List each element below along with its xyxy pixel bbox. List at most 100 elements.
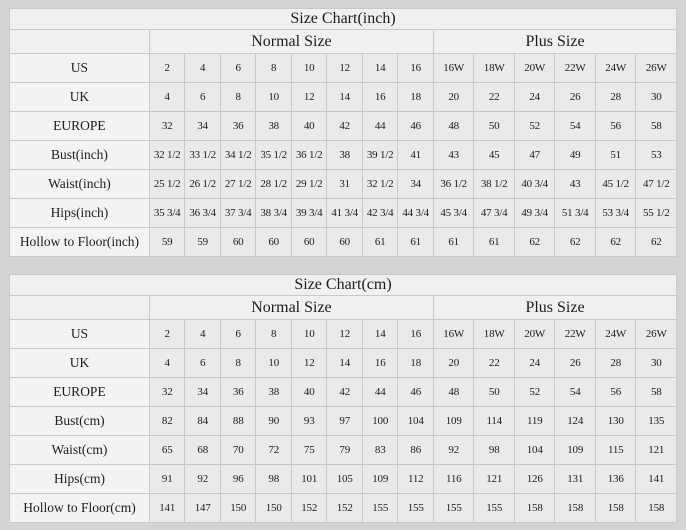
- size-value: 158: [635, 493, 678, 523]
- size-value: 10: [290, 319, 328, 349]
- size-value: 45 3/4: [432, 198, 475, 228]
- row-label: UK: [8, 82, 150, 112]
- size-value: 155: [432, 493, 475, 523]
- table-row: UK 4 6 8 10 12 14 16 18 20 22 24 26 28 30: [8, 348, 678, 378]
- size-value: 90: [255, 406, 292, 436]
- size-value: 112: [397, 464, 434, 494]
- row-label: US: [8, 319, 150, 349]
- size-value: 18W: [473, 53, 515, 83]
- size-value: 104: [513, 435, 556, 465]
- size-value: 60: [255, 227, 292, 257]
- column-group-row: Normal Size Plus Size: [8, 295, 678, 320]
- size-value: 40 3/4: [513, 169, 556, 199]
- size-value: 58: [635, 377, 678, 407]
- size-value: 84: [184, 406, 221, 436]
- table-row: Waist(inch) 25 1/2 26 1/2 27 1/2 28 1/2 29 1/…: [8, 169, 678, 199]
- size-value: 20W: [513, 53, 556, 83]
- size-value: 38: [255, 111, 292, 141]
- table-title: Size Chart(inch): [8, 8, 678, 30]
- size-value: 51 3/4: [554, 198, 596, 228]
- size-value: 141: [635, 464, 678, 494]
- size-value: 45 1/2: [594, 169, 637, 199]
- size-value: 121: [635, 435, 678, 465]
- size-value: 150: [255, 493, 292, 523]
- size-value: 38 1/2: [473, 169, 515, 199]
- size-value: 12: [290, 348, 328, 378]
- size-value: 53: [635, 140, 678, 170]
- size-value: 114: [473, 406, 515, 436]
- size-value: 109: [554, 435, 596, 465]
- size-value: 6: [219, 53, 257, 83]
- size-value: 38 3/4: [255, 198, 292, 228]
- size-value: 141: [148, 493, 186, 523]
- size-value: 48: [432, 111, 475, 141]
- size-value: 12: [290, 82, 328, 112]
- size-value: 37 3/4: [219, 198, 257, 228]
- size-value: 33 1/2: [184, 140, 221, 170]
- size-value: 98: [255, 464, 292, 494]
- table-row: Bust(cm) 82 84 88 90 93 97 100 104 109 114 119 124 13…: [8, 406, 678, 436]
- size-value: 47 1/2: [635, 169, 678, 199]
- size-value: 27 1/2: [219, 169, 257, 199]
- size-value: 93: [290, 406, 328, 436]
- size-value: 28: [594, 82, 637, 112]
- size-value: 35 3/4: [148, 198, 186, 228]
- size-value: 8: [219, 348, 257, 378]
- size-value: 82: [148, 406, 186, 436]
- size-value: 28 1/2: [255, 169, 292, 199]
- size-value: 40: [290, 111, 328, 141]
- size-value: 65: [148, 435, 186, 465]
- group-header-plus-size: Plus Size: [432, 295, 678, 320]
- size-value: 22: [473, 348, 515, 378]
- size-value: 136: [594, 464, 637, 494]
- size-value: 32 1/2: [361, 169, 399, 199]
- size-value: 18W: [473, 319, 515, 349]
- size-value: 34: [184, 377, 221, 407]
- size-value: 28: [594, 348, 637, 378]
- size-value: 119: [513, 406, 556, 436]
- size-value: 60: [290, 227, 328, 257]
- size-value: 26W: [635, 319, 678, 349]
- table-row: US 2 4 6 8 10 12 14 16 16W 18W 20W 22W 24W 26W: [8, 319, 678, 349]
- size-value: 47 3/4: [473, 198, 515, 228]
- size-value: 49: [554, 140, 596, 170]
- size-value: 60: [326, 227, 363, 257]
- size-value: 91: [148, 464, 186, 494]
- size-value: 72: [255, 435, 292, 465]
- size-value: 18: [397, 348, 434, 378]
- size-value: 58: [635, 111, 678, 141]
- row-label: Bust(inch): [8, 140, 150, 170]
- size-value: 62: [554, 227, 596, 257]
- size-value: 52: [513, 111, 556, 141]
- size-value: 36: [219, 377, 257, 407]
- size-value: 60: [219, 227, 257, 257]
- row-label: EUROPE: [8, 111, 150, 141]
- size-value: 14: [326, 348, 363, 378]
- size-value: 22W: [554, 319, 596, 349]
- size-value: 35 1/2: [255, 140, 292, 170]
- size-value: 101: [290, 464, 328, 494]
- group-spacer-cell: [8, 29, 150, 54]
- size-value: 98: [473, 435, 515, 465]
- table-row: UK 4 6 8 10 12 14 16 18 20 22 24 26 28 30: [8, 82, 678, 112]
- size-value: 38: [326, 140, 363, 170]
- row-label: UK: [8, 348, 150, 378]
- size-value: 135: [635, 406, 678, 436]
- size-value: 46: [397, 111, 434, 141]
- size-value: 24W: [594, 319, 637, 349]
- size-value: 56: [594, 111, 637, 141]
- table-row: Waist(cm) 65 68 70 72 75 79 83 86 92 98 104 109 115 12…: [8, 435, 678, 465]
- size-value: 158: [594, 493, 637, 523]
- size-value: 158: [554, 493, 596, 523]
- size-value: 42: [326, 377, 363, 407]
- size-value: 8: [255, 53, 292, 83]
- size-value: 10: [290, 53, 328, 83]
- size-value: 131: [554, 464, 596, 494]
- size-value: 2: [148, 53, 186, 83]
- size-value: 8: [219, 82, 257, 112]
- size-value: 121: [473, 464, 515, 494]
- table-row: EUROPE 32 34 36 38 40 42 44 46 48 50 52 54 56 58: [8, 111, 678, 141]
- size-value: 34: [397, 169, 434, 199]
- row-label: Hollow to Floor(inch): [8, 227, 150, 257]
- size-value: 79: [326, 435, 363, 465]
